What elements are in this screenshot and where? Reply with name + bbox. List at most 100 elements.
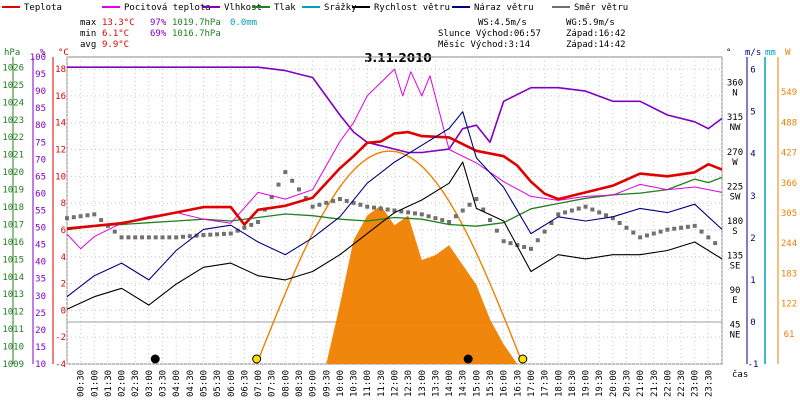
series-wind-gust [66,111,723,298]
legend-label-gust: Náraz větru [474,3,534,13]
humidity-tick: 70 [35,155,46,165]
wind-dir-point [331,198,336,203]
stats-sunrise: Slunce Východ:06:57 [438,29,541,39]
x-tick-label: 11:00 [363,370,373,397]
wind-tick: 2 [750,234,755,244]
temperature-tick: -2 [55,333,66,343]
x-tick-label: 23:30 [704,370,714,397]
wind-dir-point [692,223,697,228]
x-tick-label: 21:00 [636,370,646,397]
legend-label-feels: Pocitová teplota [124,3,211,13]
wind-dir-point [174,235,179,240]
direction-tick-label: SW [730,192,741,202]
wind-dir-point [651,231,656,236]
x-tick-label: 05:00 [199,370,209,397]
x-tick-label: 04:30 [186,370,196,397]
temperature-tick: 2 [61,280,66,290]
wind-dir-point [310,204,315,209]
light-tick: 549 [781,88,797,98]
humidity-tick: 80 [35,121,46,131]
legend-label-dir: Směr větru [574,3,628,13]
x-tick-label: 15:00 [472,370,482,397]
wind-dir-point [324,200,329,205]
wind-dir-point [296,187,301,192]
temperature-tick: 10 [55,172,66,182]
legend-label-rain: Srážky [324,3,357,13]
x-tick-label: 11:30 [377,370,387,397]
series-wind-speed [66,161,723,310]
x-tick-label: 05:30 [213,370,223,397]
humidity-axis-unit: % [40,48,46,58]
humidity-tick: 30 [35,292,46,302]
x-tick-label: 10:00 [336,370,346,397]
x-tick-label: 21:30 [650,370,660,397]
wind-dir-point [92,212,97,217]
humidity-tick: 15 [35,343,46,353]
sun-path-arc [256,150,524,365]
light-tick: 61 [784,330,795,340]
humidity-tick: 35 [35,275,46,285]
wind-dir-point [256,220,261,225]
direction-tick: 270 [727,148,743,158]
light-tick: 427 [781,149,797,159]
wind-tick: 5 [750,108,755,118]
wind-dir-point [631,230,636,235]
legend-item-dir: Směr větru [552,3,628,13]
moonrise-marker [150,354,160,364]
direction-tick: 360 [727,79,743,89]
direction-tick-label: N [732,89,737,99]
stats-wind-speed: WS:4.5m/s [478,18,527,28]
humidity-tick: 20 [35,326,46,336]
x-tick-label: 08:30 [295,370,305,397]
humidity-tick: 55 [35,207,46,217]
stats-max-press: 1019.7hPa [172,18,221,28]
humidity-tick: 90 [35,87,46,97]
sunrise-marker [252,354,262,364]
axis-ticks: 1009101010111012101310141015101610171018… [2,53,797,397]
wind-dir-point [460,208,465,213]
stats-max-temp: 13.3°C [102,18,135,28]
x-tick-label: 14:30 [459,370,469,397]
wind-dir-point [419,212,424,217]
wind-dir-point [713,241,718,246]
temperature-tick: 18 [55,65,66,75]
wind-dir-point [569,208,574,213]
humidity-tick: 50 [35,224,46,234]
light-tick: 305 [781,209,797,219]
direction-tick: 315 [727,113,743,123]
x-tick-label: 06:00 [227,370,237,397]
stats-min-press: 1016.7hPa [172,29,221,39]
humidity-tick: 65 [35,172,46,182]
wind-dir-point [597,210,602,215]
light-tick: 183 [781,269,797,279]
wind-dir-point [494,228,499,233]
series-solar-area [67,205,722,364]
legend-label-humidity: Vlhkost [224,3,262,13]
series-pressure [66,176,723,231]
wind-dir-point [672,226,677,231]
wind-dir-point [378,206,383,211]
rain-axis-unit: mm [765,48,776,58]
wind-dir-point [201,233,206,238]
wind-dir-point [576,206,581,211]
x-tick-label: 12:00 [391,370,401,397]
stats-min-temp: 6.1°C [102,29,129,39]
moonset-marker [463,354,473,364]
wind-dir-point [617,220,622,225]
light-tick: 122 [781,300,797,310]
wind-dir-point [453,214,458,219]
direction-tick-label: W [732,158,738,168]
humidity-tick: 40 [35,258,46,268]
wind-tick: 4 [750,150,755,160]
stats-avg-label: avg [80,40,96,50]
pressure-axis-unit: hPa [4,48,20,58]
wind-dir-point [221,231,226,236]
wind-dir-point [685,224,690,229]
temperature-tick: 6 [61,226,66,236]
wind-dir-point [563,210,568,215]
wind-dir-point [351,200,356,205]
wind-dir-point [412,211,417,216]
x-tick-label: 12:30 [404,370,414,397]
x-tick-label: 16:30 [513,370,523,397]
